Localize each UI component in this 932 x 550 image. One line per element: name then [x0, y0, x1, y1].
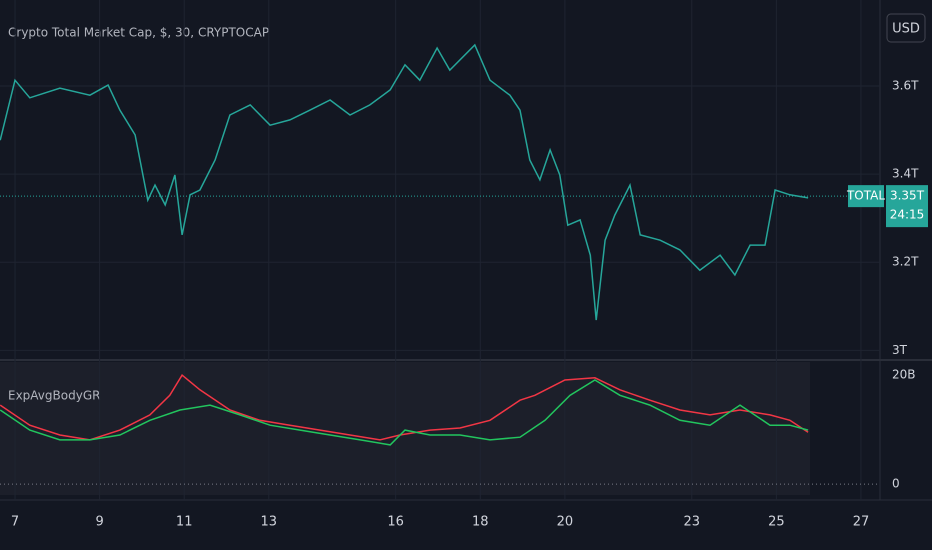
y-tick-label: 3.2T — [892, 255, 919, 269]
indicator-panel — [0, 362, 810, 495]
countdown: 24:15 — [890, 208, 925, 222]
x-tick-label: 16 — [387, 515, 404, 530]
y-tick-label: 3T — [892, 343, 908, 357]
x-tick-label: 7 — [11, 515, 19, 530]
currency-button[interactable] — [886, 13, 926, 43]
x-tick-label: 9 — [95, 515, 103, 530]
y-tick-label: 3.4T — [892, 167, 919, 181]
indicator-title: ExpAvgBodyGR — [8, 389, 100, 403]
series-name: TOTAL — [846, 189, 885, 203]
y-tick-label: 0 — [892, 477, 900, 491]
x-tick-label: 25 — [768, 515, 785, 530]
chart-title: Crypto Total Market Cap, $, 30, CRYPTOCA… — [8, 26, 269, 40]
x-tick-label: 11 — [176, 515, 193, 530]
x-tick-label: 20 — [557, 515, 574, 530]
currency-label[interactable]: USD — [892, 22, 920, 37]
series-line — [0, 43, 809, 321]
series-name-box — [848, 185, 884, 208]
last-price-label: 3.35T — [890, 189, 925, 203]
x-tick-label: 23 — [684, 515, 701, 530]
x-tick-label: 13 — [261, 515, 278, 530]
x-tick-label: 27 — [853, 515, 870, 530]
y-tick-label: 3.6T — [892, 78, 919, 92]
y-tick-label: 20B — [892, 368, 916, 382]
series-line — [0, 379, 809, 446]
last-price-box — [886, 185, 928, 228]
x-tick-label: 18 — [472, 515, 489, 530]
